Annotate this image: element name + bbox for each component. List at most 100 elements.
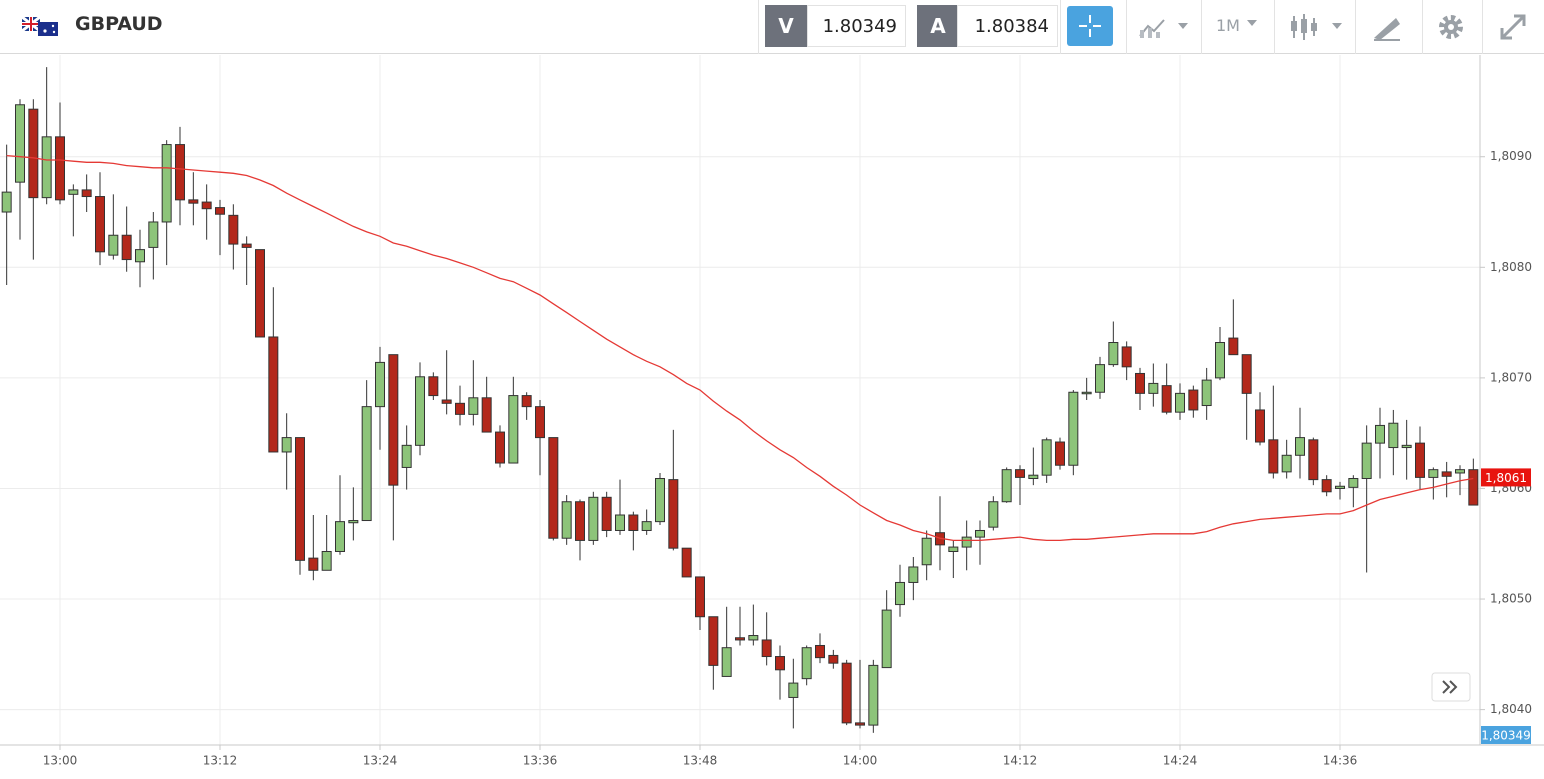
bid-label[interactable]: V bbox=[765, 5, 807, 47]
moving-average-line bbox=[6, 154, 1474, 542]
price-tag-box bbox=[1481, 726, 1531, 744]
candle-body bbox=[961, 536, 972, 548]
candle-body bbox=[268, 336, 279, 453]
candle-body bbox=[348, 520, 359, 524]
y-tick-label: 1,8080 bbox=[1490, 260, 1532, 274]
candle-body bbox=[761, 639, 772, 658]
candle-body bbox=[308, 557, 319, 571]
separator bbox=[758, 0, 759, 54]
candle-body bbox=[615, 514, 625, 531]
candle-body bbox=[1268, 439, 1279, 474]
settings-button[interactable] bbox=[1436, 12, 1466, 42]
candle-body bbox=[201, 201, 212, 210]
price-tag-box bbox=[1481, 468, 1531, 487]
candle-body bbox=[175, 144, 185, 201]
candle-body bbox=[1201, 379, 1212, 407]
y-tick-label: 1,8090 bbox=[1490, 149, 1532, 163]
dropdown-arrow bbox=[1247, 20, 1257, 26]
separator bbox=[1060, 0, 1061, 54]
candle-body bbox=[601, 496, 612, 531]
flag-icon bbox=[22, 17, 58, 36]
candle-body bbox=[1001, 469, 1012, 503]
candle-body bbox=[895, 581, 905, 606]
candle-body bbox=[1081, 391, 1092, 395]
candle-body bbox=[788, 682, 799, 698]
candle-body bbox=[1361, 442, 1372, 480]
bid-price[interactable]: 1.80349 bbox=[807, 5, 906, 47]
candle-body bbox=[481, 397, 492, 433]
chart-type-button[interactable] bbox=[1138, 14, 1192, 40]
candle-body bbox=[441, 399, 452, 404]
y-tick-label: 1,8050 bbox=[1490, 592, 1532, 606]
scroll-button[interactable] bbox=[1431, 672, 1471, 702]
candle-body bbox=[108, 234, 119, 256]
candle-body bbox=[68, 189, 79, 195]
candle-body bbox=[1041, 439, 1052, 476]
candle-body bbox=[815, 644, 825, 659]
y-tick-label: 1,8070 bbox=[1490, 370, 1532, 384]
candle-body bbox=[1175, 392, 1185, 413]
candle-body bbox=[1255, 409, 1265, 443]
candle-body bbox=[801, 647, 812, 680]
crosshair-button[interactable] bbox=[1067, 6, 1113, 46]
candle-body bbox=[628, 514, 639, 531]
separator bbox=[1482, 0, 1483, 54]
candle-body bbox=[561, 501, 572, 539]
candle-body bbox=[135, 249, 145, 263]
candle-body bbox=[401, 444, 412, 468]
candle-body bbox=[535, 406, 545, 439]
candle-body bbox=[228, 214, 239, 245]
candle-body bbox=[988, 501, 999, 528]
x-tick-label: 13:48 bbox=[683, 754, 718, 768]
fullscreen-button[interactable] bbox=[1498, 12, 1528, 42]
price-tag-label: 1,80349 bbox=[1481, 729, 1531, 743]
candle-body bbox=[588, 496, 599, 541]
candle-body bbox=[1188, 389, 1199, 411]
candle-body bbox=[1281, 454, 1292, 473]
price-tag: 1,80349 bbox=[1481, 726, 1531, 744]
candle-body bbox=[668, 479, 679, 549]
x-tick-label: 13:24 bbox=[363, 754, 398, 768]
candle-body bbox=[1441, 471, 1452, 477]
candle-body bbox=[81, 189, 92, 198]
drawing-tools-button[interactable] bbox=[1372, 14, 1402, 42]
candle-body bbox=[908, 566, 919, 583]
ask-price[interactable]: 1.80384 bbox=[957, 5, 1058, 47]
candle-body bbox=[148, 221, 159, 248]
separator bbox=[1355, 0, 1356, 54]
candle-body bbox=[468, 397, 479, 415]
candle-body bbox=[775, 656, 785, 671]
candle-body bbox=[1321, 479, 1332, 493]
candle-body bbox=[1348, 478, 1359, 488]
candle-body bbox=[55, 136, 65, 201]
candle-body bbox=[321, 550, 332, 571]
price-tag: 1,8061 bbox=[1481, 468, 1531, 487]
candle-style-button[interactable] bbox=[1288, 12, 1346, 42]
candle-body bbox=[975, 529, 985, 538]
separator bbox=[1422, 0, 1423, 54]
candle-body bbox=[1455, 469, 1465, 474]
symbol: GBPAUD bbox=[75, 13, 163, 35]
candle-body bbox=[1068, 391, 1079, 466]
ask-label[interactable]: A bbox=[917, 5, 959, 47]
x-tick-label: 14:00 bbox=[843, 754, 878, 768]
candle-body bbox=[521, 395, 532, 408]
x-tick-label: 14:12 bbox=[1003, 754, 1038, 768]
candle-body bbox=[921, 537, 932, 566]
candle-body bbox=[255, 249, 265, 338]
candle-body bbox=[841, 662, 852, 724]
candle-body bbox=[1401, 444, 1412, 449]
candle-body bbox=[1295, 437, 1305, 456]
candle-body bbox=[1015, 469, 1025, 478]
candle-body bbox=[241, 243, 252, 248]
x-tick-label: 14:36 bbox=[1323, 754, 1358, 768]
x-tick-label: 13:36 bbox=[523, 754, 558, 768]
candle-body bbox=[708, 616, 719, 666]
candle-body bbox=[1108, 342, 1119, 366]
y-tick-label: 1,8040 bbox=[1490, 702, 1532, 716]
candle-body bbox=[1335, 485, 1345, 489]
candle-body bbox=[1468, 469, 1479, 506]
timeframe-button[interactable]: 1M bbox=[1216, 16, 1240, 35]
candle-body bbox=[1148, 382, 1159, 394]
separator bbox=[1201, 0, 1202, 54]
